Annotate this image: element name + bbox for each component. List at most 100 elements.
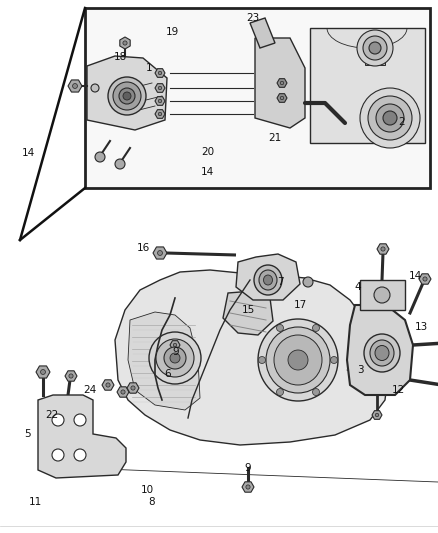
Ellipse shape — [113, 82, 141, 110]
Text: 1: 1 — [145, 63, 152, 73]
Ellipse shape — [131, 386, 135, 390]
Ellipse shape — [106, 383, 110, 387]
Ellipse shape — [155, 339, 194, 377]
Ellipse shape — [258, 270, 276, 290]
Ellipse shape — [422, 277, 426, 281]
Ellipse shape — [369, 340, 393, 366]
Text: 10: 10 — [140, 485, 153, 495]
Polygon shape — [276, 79, 286, 87]
Polygon shape — [155, 69, 165, 77]
Ellipse shape — [164, 347, 186, 369]
Ellipse shape — [173, 343, 177, 347]
Polygon shape — [117, 387, 129, 397]
Ellipse shape — [312, 325, 319, 332]
Ellipse shape — [265, 327, 329, 393]
Polygon shape — [38, 395, 126, 478]
Polygon shape — [65, 371, 77, 381]
Text: 11: 11 — [28, 497, 42, 507]
Polygon shape — [87, 56, 166, 130]
Ellipse shape — [69, 374, 73, 378]
Polygon shape — [36, 366, 50, 378]
Polygon shape — [236, 254, 299, 300]
Ellipse shape — [276, 325, 283, 332]
Ellipse shape — [356, 30, 392, 66]
Bar — [359, 280, 404, 310]
Text: 17: 17 — [293, 300, 306, 310]
Text: 15: 15 — [241, 305, 254, 315]
Text: 12: 12 — [391, 385, 404, 395]
Text: 2: 2 — [398, 117, 404, 127]
Text: 4: 4 — [354, 282, 360, 292]
Polygon shape — [153, 247, 166, 259]
Ellipse shape — [287, 350, 307, 370]
Ellipse shape — [158, 112, 161, 116]
Ellipse shape — [123, 41, 127, 45]
Bar — [309, 28, 424, 143]
Ellipse shape — [273, 335, 321, 385]
Ellipse shape — [368, 42, 380, 54]
Ellipse shape — [158, 99, 161, 103]
Ellipse shape — [302, 277, 312, 287]
Ellipse shape — [95, 152, 105, 162]
Ellipse shape — [148, 332, 201, 384]
Text: 16: 16 — [136, 243, 149, 253]
Ellipse shape — [312, 389, 319, 395]
Ellipse shape — [254, 265, 281, 295]
Ellipse shape — [170, 353, 180, 363]
Bar — [85, 8, 429, 188]
Polygon shape — [128, 312, 200, 410]
Ellipse shape — [279, 81, 283, 85]
Text: 5: 5 — [25, 429, 31, 439]
Polygon shape — [241, 482, 254, 492]
Ellipse shape — [263, 275, 272, 285]
Polygon shape — [249, 18, 274, 48]
Polygon shape — [155, 96, 165, 106]
Bar — [364, 43, 384, 65]
Ellipse shape — [375, 104, 403, 132]
Text: 8: 8 — [148, 497, 155, 507]
Ellipse shape — [52, 414, 64, 426]
Ellipse shape — [373, 287, 389, 303]
Ellipse shape — [115, 159, 125, 169]
Ellipse shape — [374, 345, 388, 360]
Ellipse shape — [382, 111, 396, 125]
Polygon shape — [115, 270, 387, 445]
Text: 20: 20 — [201, 147, 214, 157]
Ellipse shape — [279, 96, 283, 100]
Ellipse shape — [258, 319, 337, 401]
Polygon shape — [120, 37, 130, 49]
Polygon shape — [371, 410, 381, 419]
Ellipse shape — [245, 485, 250, 489]
Polygon shape — [418, 274, 430, 284]
Ellipse shape — [40, 369, 46, 375]
Ellipse shape — [74, 449, 86, 461]
Ellipse shape — [330, 357, 337, 364]
Ellipse shape — [108, 77, 146, 115]
Polygon shape — [170, 341, 180, 349]
Text: 9: 9 — [244, 463, 251, 473]
Polygon shape — [102, 380, 114, 390]
Polygon shape — [155, 84, 165, 92]
Polygon shape — [254, 38, 304, 128]
Text: 24: 24 — [83, 385, 96, 395]
Text: 14: 14 — [407, 271, 420, 281]
Polygon shape — [155, 110, 165, 118]
Ellipse shape — [123, 92, 131, 100]
Text: 6: 6 — [164, 369, 171, 379]
Ellipse shape — [380, 247, 384, 251]
Text: 13: 13 — [413, 322, 427, 332]
Ellipse shape — [119, 88, 135, 104]
Ellipse shape — [362, 36, 386, 60]
Ellipse shape — [359, 88, 419, 148]
Text: 19: 19 — [165, 27, 178, 37]
Ellipse shape — [367, 96, 411, 140]
Ellipse shape — [363, 334, 399, 372]
Ellipse shape — [74, 414, 86, 426]
Polygon shape — [223, 291, 272, 335]
Ellipse shape — [52, 449, 64, 461]
Ellipse shape — [157, 251, 162, 255]
Ellipse shape — [374, 413, 378, 417]
Text: 9: 9 — [172, 347, 179, 357]
Text: 21: 21 — [268, 133, 281, 143]
Polygon shape — [346, 305, 412, 395]
